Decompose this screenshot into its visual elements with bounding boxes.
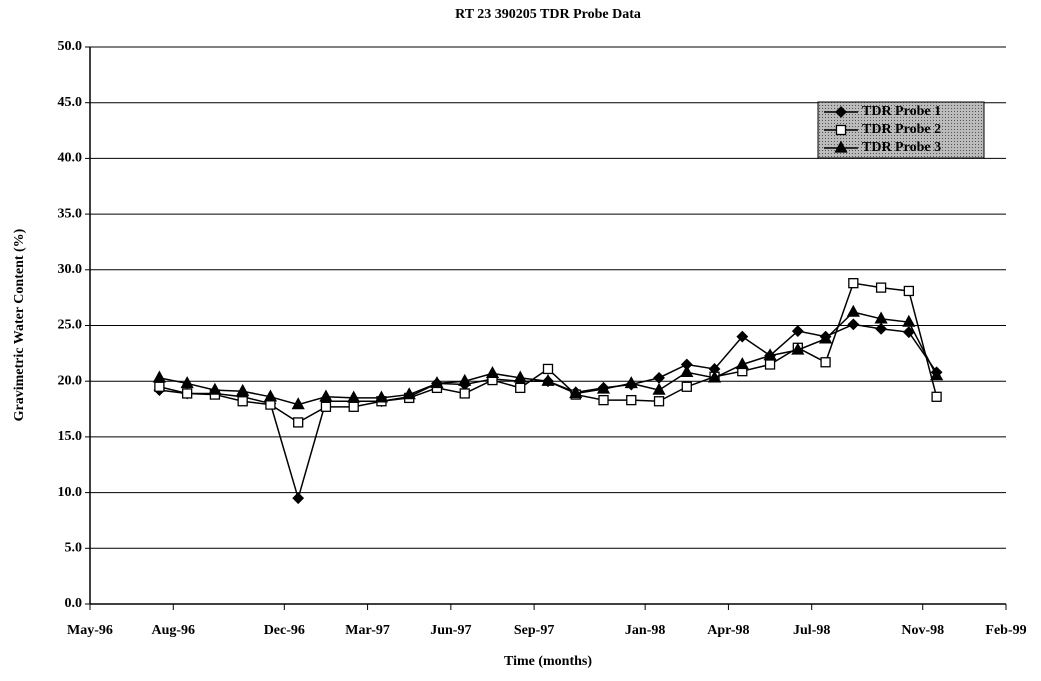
marker — [735, 357, 749, 370]
y-tick-label: 25.0 — [58, 318, 83, 333]
marker — [542, 363, 554, 375]
series-line — [159, 282, 938, 424]
marker — [764, 359, 776, 370]
marker — [154, 381, 165, 392]
marker — [348, 401, 359, 412]
x-tick-label: Apr-98 — [707, 623, 749, 638]
legend-label: TDR Probe 2 — [862, 122, 941, 137]
series-line — [159, 311, 938, 406]
marker — [515, 382, 526, 394]
x-tick-label: Aug-96 — [151, 623, 195, 638]
marker — [846, 304, 860, 317]
marker — [291, 397, 305, 410]
marker — [930, 368, 944, 381]
marker — [875, 322, 888, 335]
marker — [848, 278, 859, 289]
marker — [791, 342, 805, 355]
marker — [263, 389, 278, 402]
x-tick-label: Feb-99 — [985, 623, 1026, 638]
y-tick-label: 15.0 — [58, 429, 83, 444]
marker — [152, 370, 166, 383]
marker — [680, 364, 694, 377]
y-tick-label: 20.0 — [58, 373, 83, 388]
y-tick-label: 10.0 — [58, 485, 83, 500]
y-tick-label: 50.0 — [58, 39, 83, 54]
y-tick-label: 35.0 — [58, 206, 83, 221]
chart-title: RT 23 390205 TDR Probe Data — [455, 7, 641, 22]
marker — [485, 366, 500, 379]
marker — [653, 396, 665, 407]
marker — [652, 382, 666, 395]
marker — [931, 391, 942, 402]
marker — [430, 376, 444, 389]
marker — [903, 285, 914, 297]
marker — [541, 373, 555, 386]
marker — [292, 492, 305, 505]
marker — [902, 314, 916, 327]
x-tick-label: Mar-97 — [345, 623, 390, 638]
y-tick-label: 45.0 — [58, 95, 83, 110]
marker — [180, 376, 194, 389]
marker — [237, 396, 248, 407]
marker — [818, 331, 833, 344]
marker — [681, 381, 692, 392]
marker — [736, 330, 749, 343]
y-tick-label: 0.0 — [65, 596, 83, 611]
x-tick-label: Sep-97 — [514, 623, 554, 638]
marker — [598, 394, 609, 406]
marker — [569, 386, 583, 399]
x-axis-title: Time (months) — [504, 654, 592, 669]
marker — [293, 417, 304, 428]
marker — [624, 376, 638, 389]
marker — [707, 370, 722, 383]
marker — [182, 388, 193, 399]
marker — [374, 390, 389, 403]
x-tick-label: Nov-98 — [901, 623, 944, 638]
legend-marker — [835, 124, 847, 136]
marker — [320, 401, 332, 412]
legend-marker — [835, 106, 847, 118]
marker — [763, 348, 777, 361]
marker — [513, 370, 527, 383]
legend-marker — [834, 140, 848, 153]
marker — [458, 373, 472, 386]
x-tick-label: Jul-98 — [793, 623, 830, 638]
marker — [820, 357, 831, 368]
marker — [459, 388, 470, 399]
marker — [902, 326, 915, 339]
marker — [874, 311, 888, 324]
marker — [402, 387, 416, 400]
marker — [319, 389, 333, 402]
marker — [626, 394, 637, 406]
x-tick-label: Dec-96 — [264, 623, 305, 638]
marker — [875, 282, 887, 293]
x-tick-label: May-96 — [67, 623, 113, 638]
y-tick-label: 40.0 — [58, 151, 83, 166]
marker — [847, 318, 860, 331]
legend-label: TDR Probe 3 — [862, 140, 941, 155]
x-tick-label: Jan-98 — [625, 623, 665, 638]
marker — [208, 382, 222, 395]
marker — [347, 390, 361, 403]
legend-label: TDR Probe 1 — [862, 104, 941, 119]
marker — [791, 325, 804, 337]
y-axis-title: Gravimetric Water Content (%) — [12, 228, 27, 421]
marker — [596, 381, 611, 394]
marker — [236, 383, 250, 396]
series-line — [159, 323, 938, 501]
x-tick-label: Jun-97 — [430, 623, 471, 638]
y-tick-label: 30.0 — [58, 262, 83, 277]
y-tick-label: 5.0 — [65, 541, 83, 556]
